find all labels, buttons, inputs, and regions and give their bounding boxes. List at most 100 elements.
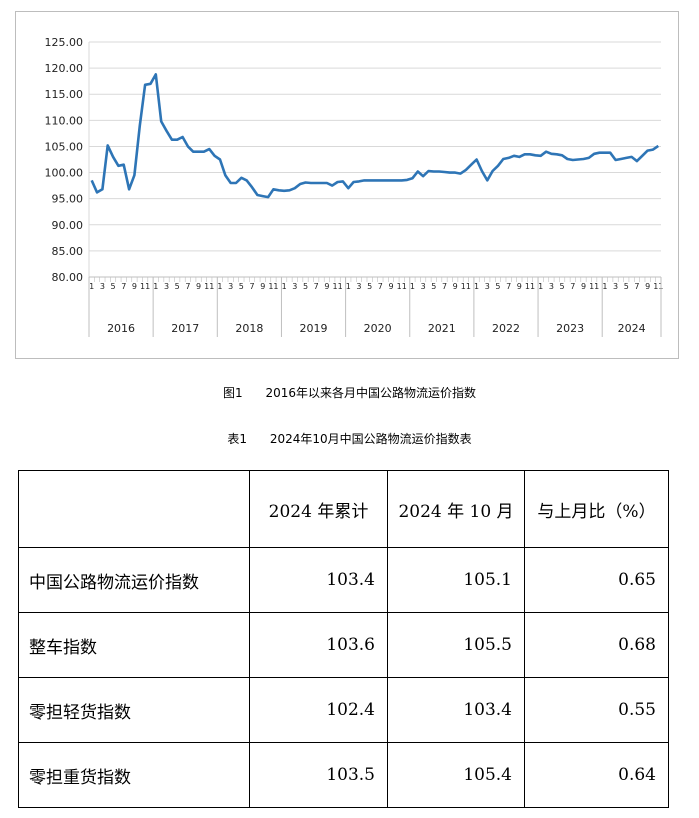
month-tick-label: 5 bbox=[367, 282, 372, 291]
year-tick-label: 2018 bbox=[235, 322, 263, 335]
month-tick-label: 5 bbox=[495, 282, 500, 291]
table-row: 零担重货指数 103.5 105.4 0.64 bbox=[18, 742, 669, 808]
table-row: 中国公路物流运价指数 103.4 105.1 0.65 bbox=[18, 547, 669, 613]
month-tick-label: 3 bbox=[292, 282, 297, 291]
month-tick-label: 1 bbox=[153, 282, 158, 291]
line-chart: 125.00 120.00 115.00 110.00 105.00 100.00 95.0… bbox=[45, 36, 663, 337]
month-tick-label: 11 bbox=[268, 282, 278, 291]
month-tick-label: 3 bbox=[549, 282, 554, 291]
month-tick-label: 11 bbox=[397, 282, 407, 291]
month-tick-label: 7 bbox=[378, 282, 383, 291]
table-row: 整车指数 103.6 105.5 0.68 bbox=[18, 612, 669, 678]
y-tick-label: 120.00 bbox=[45, 62, 84, 75]
y-tick-label: 85.00 bbox=[52, 245, 84, 258]
month-tick-label: 3 bbox=[164, 282, 169, 291]
month-tick-label: 11 bbox=[140, 282, 150, 291]
month-tick-label: 1 bbox=[346, 282, 351, 291]
row-name: 中国公路物流运价指数 bbox=[18, 547, 250, 613]
month-tick-label: 7 bbox=[249, 282, 254, 291]
row-october: 105.1 bbox=[387, 547, 525, 613]
month-tick-label: 9 bbox=[517, 282, 522, 291]
table-caption: 表1 2024年10月中国公路物流运价指数表 bbox=[227, 432, 472, 446]
header-mom: 与上月比（%） bbox=[524, 470, 669, 548]
year-tick-label: 2024 bbox=[618, 322, 646, 335]
month-tick-label: 7 bbox=[634, 282, 639, 291]
index-table: 2024 年累计 2024 年 10 月 与上月比（%） 中国公路物流运价指数 … bbox=[18, 470, 669, 808]
month-tick-label: 9 bbox=[453, 282, 458, 291]
month-tick-label: 3 bbox=[613, 282, 618, 291]
year-tick-label: 2017 bbox=[171, 322, 199, 335]
y-tick-label: 95.00 bbox=[52, 193, 84, 206]
month-tick-label: 9 bbox=[324, 282, 329, 291]
row-mom: 0.64 bbox=[524, 742, 669, 808]
row-october: 105.5 bbox=[387, 612, 525, 678]
row-october: 103.4 bbox=[387, 677, 525, 743]
year-tick-label: 2019 bbox=[300, 322, 328, 335]
y-tick-label: 125.00 bbox=[45, 36, 84, 49]
month-tick-label: 9 bbox=[645, 282, 650, 291]
month-tick-label: 1 bbox=[89, 282, 94, 291]
month-tick-label: 3 bbox=[485, 282, 490, 291]
month-tick-label: 7 bbox=[185, 282, 190, 291]
table-header-row: 2024 年累计 2024 年 10 月 与上月比（%） bbox=[18, 470, 669, 548]
row-cumulative: 103.5 bbox=[249, 742, 388, 808]
header-october: 2024 年 10 月 bbox=[387, 470, 525, 548]
month-tick-label: 7 bbox=[442, 282, 447, 291]
month-tick-label: 5 bbox=[111, 282, 116, 291]
month-tick-label: 7 bbox=[570, 282, 575, 291]
year-tick-label: 2020 bbox=[364, 322, 392, 335]
month-tick-label: 7 bbox=[506, 282, 511, 291]
table-row: 零担轻货指数 102.4 103.4 0.55 bbox=[18, 677, 669, 743]
year-tick-label: 2022 bbox=[492, 322, 520, 335]
month-tick-label: 3 bbox=[228, 282, 233, 291]
row-october: 105.4 bbox=[387, 742, 525, 808]
month-tick-label: 5 bbox=[431, 282, 436, 291]
chart-frame: 125.00 120.00 115.00 110.00 105.00 100.00 95.0… bbox=[15, 11, 679, 359]
y-tick-label: 80.00 bbox=[52, 271, 84, 284]
month-tick-label: 9 bbox=[388, 282, 393, 291]
header-blank bbox=[18, 470, 250, 548]
month-tick-label: 1 bbox=[282, 282, 287, 291]
y-tick-label: 100.00 bbox=[45, 167, 84, 180]
figure-caption: 图1 2016年以来各月中国公路物流运价指数 bbox=[222, 386, 477, 400]
month-tick-label: 9 bbox=[260, 282, 265, 291]
row-cumulative: 103.4 bbox=[249, 547, 388, 613]
month-tick-label: 11 bbox=[525, 282, 535, 291]
month-tick-label: 3 bbox=[356, 282, 361, 291]
month-tick-label: 3 bbox=[421, 282, 426, 291]
row-name: 零担重货指数 bbox=[18, 742, 250, 808]
month-tick-label: 1 bbox=[217, 282, 222, 291]
row-mom: 0.68 bbox=[524, 612, 669, 678]
month-tick-label: 7 bbox=[314, 282, 319, 291]
month-tick-label: 5 bbox=[303, 282, 308, 291]
row-cumulative: 102.4 bbox=[249, 677, 388, 743]
month-tick-label: 11 bbox=[461, 282, 471, 291]
month-tick-label: 9 bbox=[196, 282, 201, 291]
month-tick-label: 9 bbox=[132, 282, 137, 291]
month-tick-label: 11 bbox=[653, 282, 663, 291]
month-tick-label: 11 bbox=[332, 282, 342, 291]
month-tick-label: 1 bbox=[410, 282, 415, 291]
row-mom: 0.65 bbox=[524, 547, 669, 613]
month-tick-label: 1 bbox=[602, 282, 607, 291]
month-tick-label: 11 bbox=[589, 282, 599, 291]
month-tick-label: 1 bbox=[474, 282, 479, 291]
month-tick-label: 9 bbox=[581, 282, 586, 291]
y-tick-label: 90.00 bbox=[52, 219, 84, 232]
row-name: 整车指数 bbox=[18, 612, 250, 678]
row-cumulative: 103.6 bbox=[249, 612, 388, 678]
month-tick-label: 5 bbox=[560, 282, 565, 291]
header-cumulative: 2024 年累计 bbox=[249, 470, 388, 548]
month-tick-label: 5 bbox=[624, 282, 629, 291]
year-tick-label: 2021 bbox=[428, 322, 456, 335]
year-tick-label: 2023 bbox=[556, 322, 584, 335]
series-line bbox=[90, 73, 660, 199]
month-tick-label: 3 bbox=[100, 282, 105, 291]
y-tick-label: 115.00 bbox=[45, 88, 84, 101]
y-tick-label: 105.00 bbox=[45, 140, 84, 153]
row-name: 零担轻货指数 bbox=[18, 677, 250, 743]
year-tick-label: 2016 bbox=[107, 322, 135, 335]
month-tick-label: 5 bbox=[239, 282, 244, 291]
y-tick-label: 110.00 bbox=[45, 114, 84, 127]
row-mom: 0.55 bbox=[524, 677, 669, 743]
